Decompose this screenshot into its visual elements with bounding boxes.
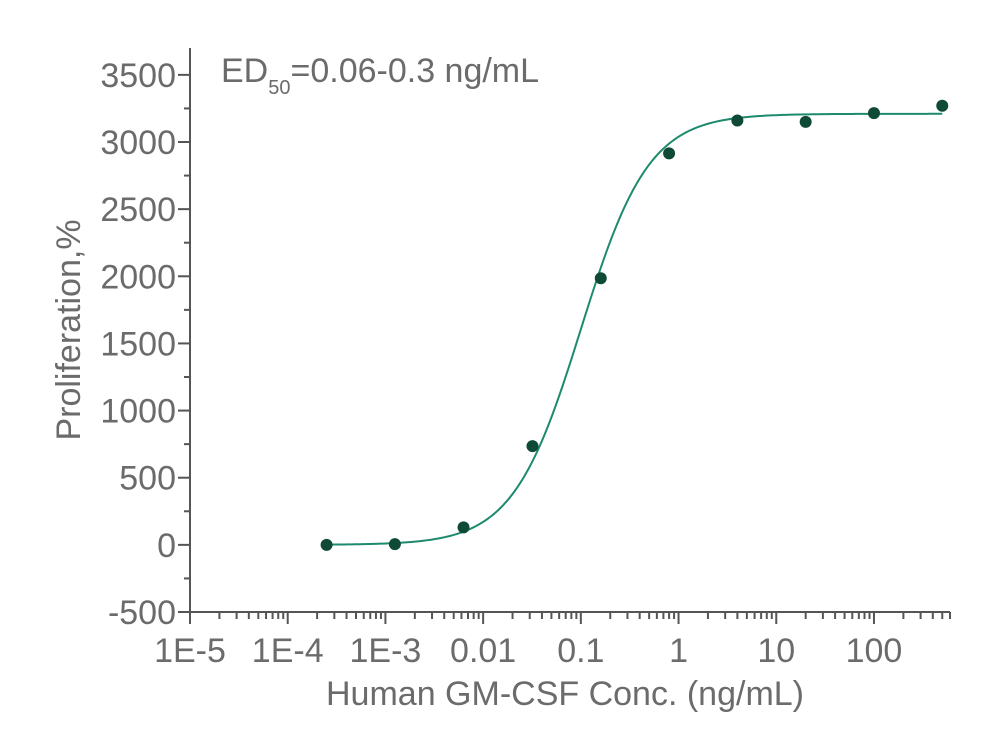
ed50-annotation-rest: =0.06-0.3 ng/mL	[290, 52, 539, 90]
data-point	[799, 115, 812, 128]
x-tick-label: 10	[757, 632, 795, 670]
y-tick-label: 1000	[100, 393, 176, 431]
data-point	[388, 538, 401, 551]
data-point	[663, 147, 676, 160]
fit-curve	[326, 112, 943, 546]
data-point	[936, 99, 949, 112]
y-tick-label: 3000	[100, 124, 176, 162]
y-tick-label: 0	[157, 527, 176, 565]
x-tick-label: 1E-4	[252, 632, 324, 670]
ed50-annotation-sub: 50	[268, 77, 290, 99]
y-tick-label: -500	[108, 594, 176, 632]
y-tick-label: 2000	[100, 258, 176, 296]
data-point	[594, 272, 607, 285]
ed50-annotation-main: ED	[221, 52, 268, 90]
data-point	[867, 107, 880, 120]
x-tick-label: 1E-5	[154, 632, 226, 670]
y-tick-label: 2500	[100, 191, 176, 229]
y-tick-label: 500	[119, 460, 176, 498]
x-tick-label: 0.1	[557, 632, 604, 670]
data-point	[320, 538, 333, 551]
x-tick-label: 1	[669, 632, 688, 670]
data-point	[526, 440, 539, 453]
x-tick-label: 1E-3	[350, 632, 422, 670]
y-axis-title: Proliferation,%	[50, 219, 88, 440]
x-tick-label: 100	[846, 632, 903, 670]
x-axis: 1E-5 1E-4 1E-3 0.01 0.1 1 10 100	[154, 611, 951, 670]
x-axis-title: Human GM-CSF Conc. (ng/mL)	[326, 675, 804, 713]
data-points	[320, 99, 949, 551]
y-axis: -500 0 500 1000 1500 2000 2500 3000 3500	[100, 48, 191, 632]
data-point	[457, 521, 470, 534]
y-tick-label: 3500	[100, 57, 176, 95]
y-tick-label: 1500	[100, 325, 176, 363]
x-tick-label: 0.01	[450, 632, 516, 670]
data-point	[731, 114, 744, 127]
ed50-annotation: ED50=0.06-0.3 ng/mL	[221, 52, 539, 99]
